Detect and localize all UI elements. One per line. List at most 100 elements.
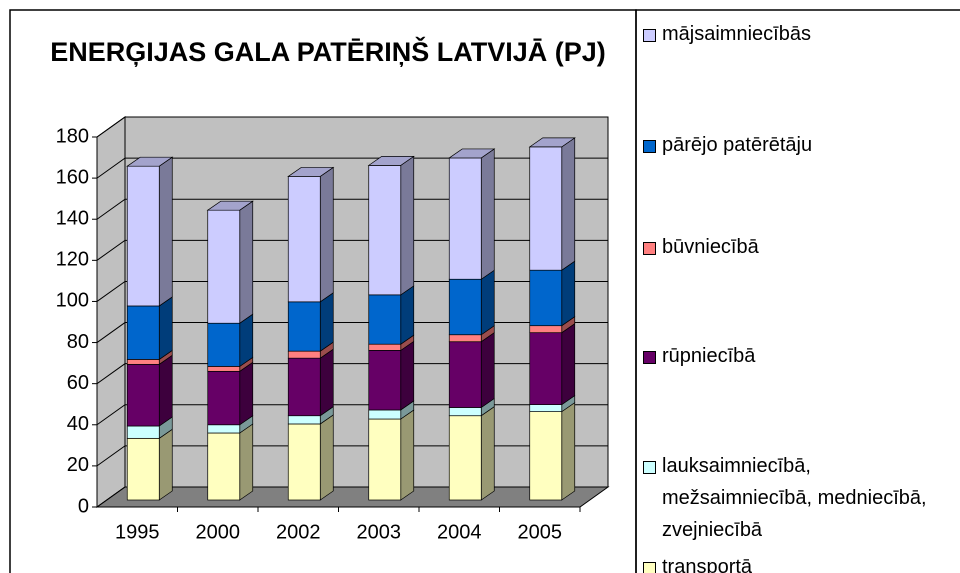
- legend-label: pārējo patērētāju: [662, 134, 813, 156]
- y-tick-label: 80: [67, 331, 89, 353]
- bar-side: [239, 361, 254, 426]
- bar: [287, 357, 321, 417]
- grid-line: [96, 322, 608, 343]
- legend-label: rūpniecībā: [662, 345, 756, 367]
- bar: [529, 269, 563, 327]
- bar: [368, 418, 402, 501]
- grid-line: [96, 486, 608, 508]
- bar-top: [126, 156, 174, 167]
- bar-top: [206, 200, 254, 211]
- x-tick-label: 2004: [437, 521, 482, 543]
- bar-top: [287, 167, 335, 177]
- y-tick-label: 160: [56, 166, 89, 188]
- x-tick-label: 2000: [196, 521, 241, 543]
- legend-label: lauksaimniecībā, mežsaimniecībā, medniec…: [662, 455, 927, 541]
- bar: [448, 415, 482, 501]
- bar-side: [561, 401, 576, 501]
- bar-side: [480, 148, 495, 280]
- bar: [529, 325, 563, 334]
- grid-line: [96, 445, 608, 467]
- bar-side: [319, 292, 334, 352]
- bar-side: [480, 269, 495, 336]
- bar: [126, 165, 160, 307]
- legend-item: rūpniecībā: [643, 340, 952, 372]
- bar: [448, 407, 482, 417]
- bar-side: [319, 166, 334, 303]
- bar-side: [319, 414, 334, 501]
- bar: [126, 363, 160, 427]
- bar: [448, 157, 482, 280]
- bar: [368, 409, 402, 420]
- bar-side: [158, 354, 173, 427]
- bar-side: [480, 332, 495, 409]
- legend-label: būvniecībā: [662, 236, 759, 258]
- bar: [368, 343, 402, 351]
- legend-swatch: [643, 140, 656, 153]
- x-tick-label: 2002: [276, 521, 321, 543]
- legend-swatch: [643, 461, 656, 474]
- bar: [126, 305, 160, 360]
- y-tick-label: 20: [67, 454, 89, 476]
- bar: [207, 209, 241, 324]
- grid-line: [96, 239, 608, 261]
- grid-line: [96, 116, 608, 138]
- legend-item: lauksaimniecībā, mežsaimniecībā, medniec…: [643, 450, 952, 546]
- legend-label: transportā: [662, 556, 753, 573]
- bar-top: [448, 148, 496, 159]
- bar-top: [367, 156, 415, 166]
- legend-border: [635, 9, 960, 573]
- legend-item: pārējo patērētāju: [643, 129, 952, 161]
- bar-side: [561, 260, 576, 327]
- bar: [448, 278, 482, 336]
- grid-line: [96, 280, 608, 302]
- x-tick-label: 1995: [115, 521, 160, 543]
- bar: [207, 432, 241, 501]
- legend-item: mājsaimniecībās: [643, 18, 952, 50]
- bar: [126, 437, 160, 501]
- bar: [287, 350, 321, 359]
- bar-side: [239, 423, 254, 501]
- grid-line: [96, 363, 608, 385]
- bar: [207, 322, 241, 367]
- legend-swatch: [643, 29, 656, 42]
- bar-side: [480, 406, 495, 501]
- y-tick-label: 140: [56, 208, 89, 230]
- bar: [126, 425, 160, 439]
- bar: [529, 332, 563, 405]
- bar-side: [319, 348, 334, 417]
- y-tick-label: 120: [56, 249, 89, 271]
- legend-label: mājsaimniecībās: [662, 23, 811, 45]
- y-tick-label: 180: [56, 125, 89, 147]
- y-tick-label: 60: [67, 372, 89, 394]
- bar-side: [400, 340, 415, 411]
- bar: [368, 165, 402, 296]
- bar: [207, 370, 241, 426]
- bar: [448, 334, 482, 343]
- legend-swatch: [643, 242, 656, 255]
- bar: [448, 341, 482, 408]
- bar: [287, 176, 321, 303]
- bar-side: [158, 156, 173, 307]
- bar: [368, 294, 402, 345]
- bar: [207, 424, 241, 434]
- legend-item: transportā: [643, 551, 952, 573]
- x-tick-label: 2005: [518, 521, 563, 543]
- bar-side: [158, 428, 173, 501]
- legend-item: būvniecībā: [643, 231, 952, 263]
- bar-side: [400, 285, 415, 345]
- bar-side: [158, 296, 173, 361]
- back-wall: [124, 116, 609, 488]
- bar: [368, 350, 402, 411]
- bar: [529, 404, 563, 412]
- bar-side: [561, 137, 576, 271]
- bar: [287, 301, 321, 352]
- grid-line: [96, 198, 608, 220]
- bar: [207, 366, 241, 372]
- chart-title: ENERĢIJAS GALA PATĒRIŅŠ LATVIJĀ (PJ): [50, 37, 606, 67]
- bar-side: [561, 323, 576, 406]
- bar: [126, 359, 160, 365]
- bar: [287, 423, 321, 501]
- legend-swatch: [643, 351, 656, 364]
